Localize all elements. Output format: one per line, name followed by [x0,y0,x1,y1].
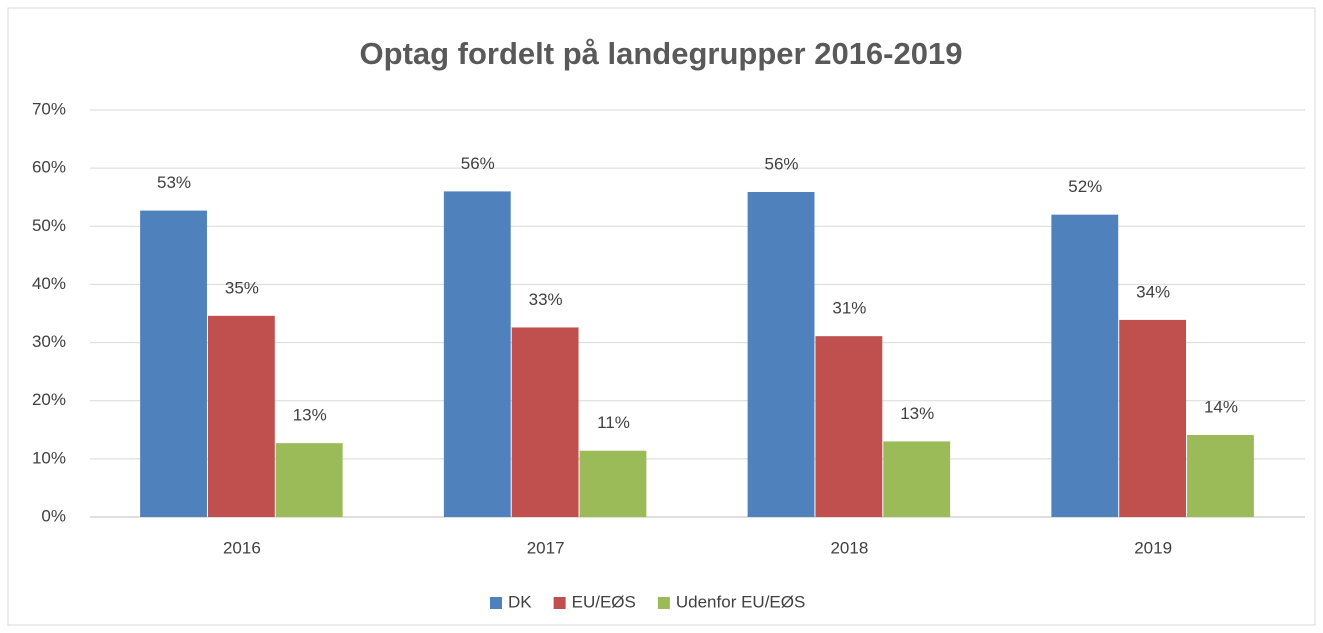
data-label: 11% [597,413,630,432]
x-tick-label: 2016 [223,538,261,557]
bar [747,191,815,517]
y-tick-label: 60% [32,158,66,177]
legend-swatch [490,597,502,609]
y-tick-label: 50% [32,216,66,235]
data-label: 35% [225,278,259,297]
bar [1051,214,1119,517]
data-label: 52% [1068,177,1102,196]
bar [1119,319,1187,517]
data-label: 13% [900,404,934,423]
data-label: 31% [832,299,866,318]
y-tick-label: 40% [32,274,66,293]
legend-label: DK [508,592,532,611]
bar [815,336,883,517]
bar [207,315,275,517]
bar [275,443,343,517]
x-tick-label: 2019 [1134,538,1172,557]
data-label: 34% [1136,282,1170,301]
x-tick-label: 2017 [527,538,565,557]
bar [511,327,579,517]
y-tick-label: 20% [32,390,66,409]
legend-label: EU/EØS [572,592,636,611]
bar [1187,435,1254,517]
y-tick-label: 10% [32,448,66,467]
legend-swatch [553,597,566,609]
y-tick-label: 70% [32,99,66,118]
data-label: 56% [765,154,799,173]
bar [140,210,207,517]
bar [883,441,951,517]
bar [579,450,647,517]
legend-swatch [657,597,670,609]
bar [443,191,511,517]
data-label: 56% [461,154,495,173]
chart-title: Optag fordelt på landegrupper 2016-2019 [360,36,963,71]
y-tick-label: 0% [41,506,66,525]
legend-label: Udenfor EU/EØS [676,592,805,611]
data-label: 13% [293,406,327,425]
x-tick-label: 2018 [830,538,868,557]
data-label: 33% [529,290,563,309]
data-label: 14% [1204,398,1238,417]
data-label: 53% [157,173,191,192]
y-tick-label: 30% [32,332,66,351]
